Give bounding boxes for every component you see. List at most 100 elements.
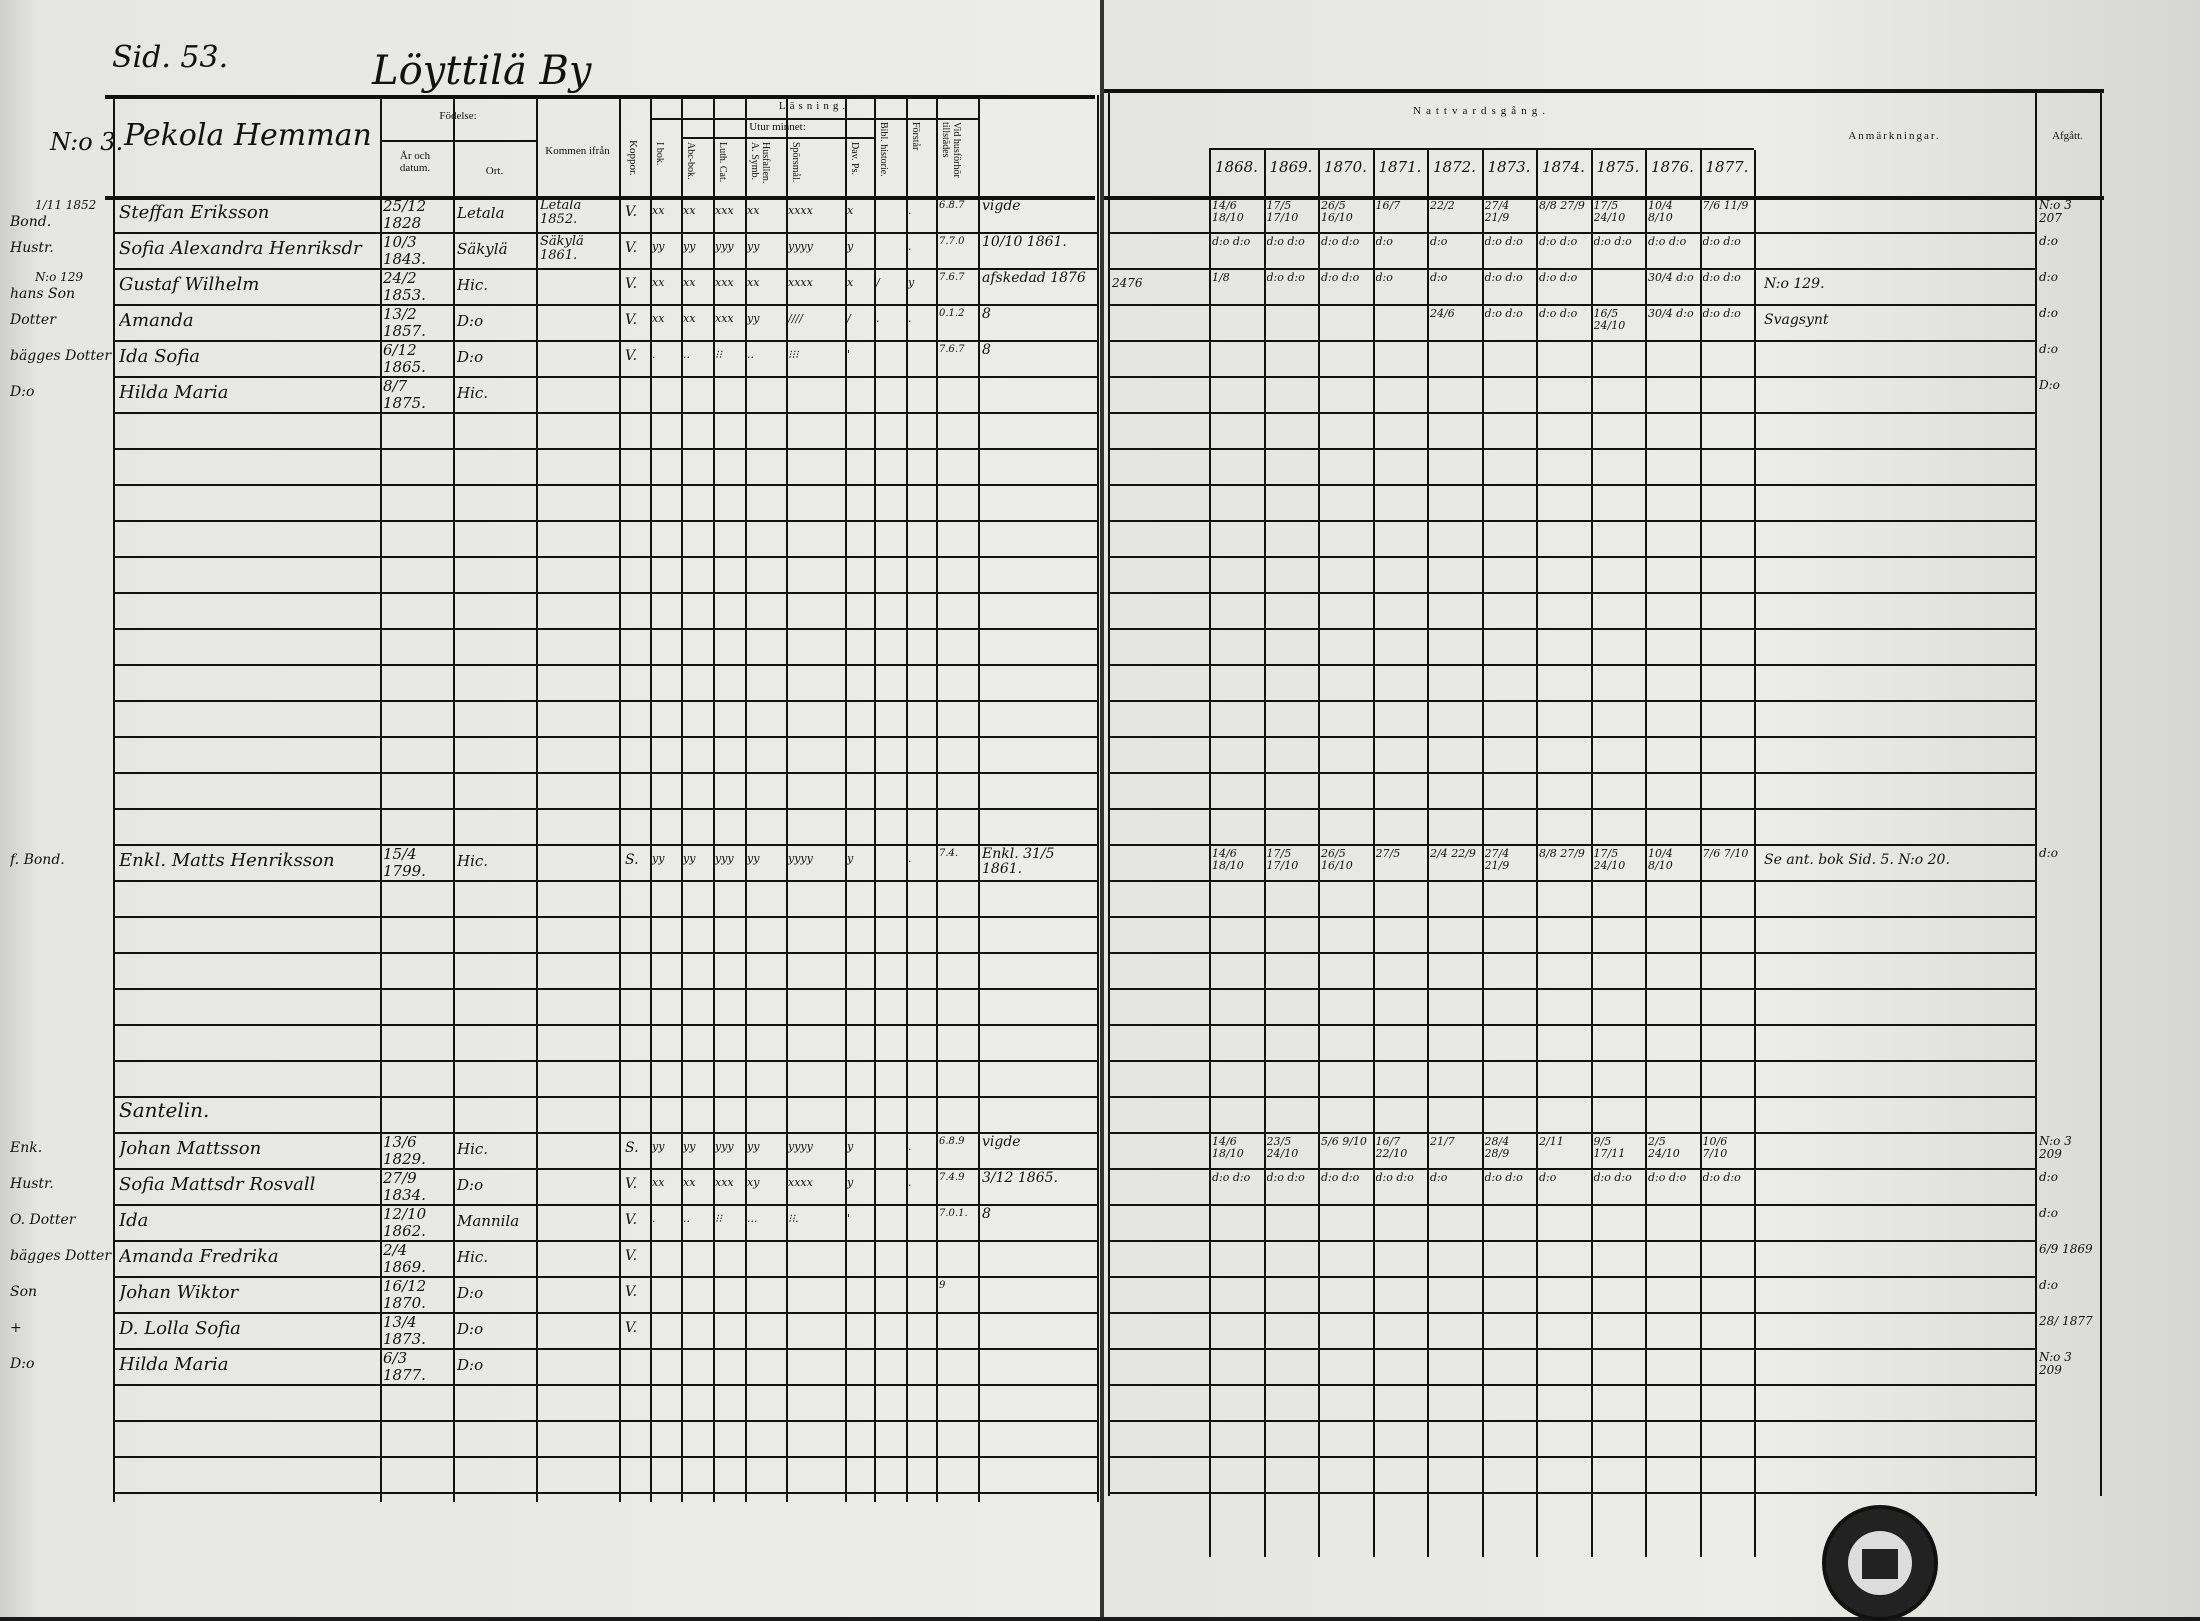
communion-date — [1321, 1316, 1372, 1346]
reading-mark — [652, 1284, 680, 1310]
communion-date: d:o d:o — [1321, 236, 1360, 248]
smallpox-mark — [625, 384, 653, 410]
moved-from — [540, 343, 617, 374]
communion-date — [1485, 1100, 1536, 1130]
communion-date — [1376, 380, 1427, 410]
communion-date: d:o d:o — [1593, 236, 1632, 248]
departure-note: d:o — [2039, 343, 2058, 356]
reading-mark: y — [847, 1176, 854, 1189]
column-rule — [453, 95, 455, 1502]
column-rule — [681, 95, 683, 1502]
row-rule — [113, 880, 1097, 882]
row-prefix-note: 1/11 1852 — [35, 198, 97, 212]
reading-mark — [683, 1356, 712, 1382]
row-rule — [113, 952, 1097, 954]
communion-date — [1376, 1100, 1427, 1130]
header-year: 1876. — [1651, 158, 1694, 176]
reading-mark — [788, 1356, 844, 1382]
communion-date: d:o d:o — [1593, 1172, 1632, 1184]
departure-note: d:o — [2039, 1279, 2058, 1292]
reading-mark: yy — [747, 312, 760, 325]
book-gutter — [1100, 0, 1104, 1617]
communion-date — [1376, 1316, 1427, 1346]
row-rule — [1108, 556, 2035, 558]
reading-mark: xx — [683, 204, 696, 217]
reading-mark: .. — [683, 348, 690, 361]
row-rule — [113, 772, 1097, 774]
row-rule — [1108, 808, 2035, 810]
communion-date — [1594, 1244, 1645, 1274]
communion-date — [1376, 1280, 1427, 1310]
marriage-note: Enkl. 31/5 1861. — [982, 847, 1055, 878]
reading-mark — [908, 1356, 935, 1382]
communion-date — [1648, 1208, 1699, 1238]
person-name: Hilda Maria — [119, 1354, 229, 1375]
communion-date — [1267, 1316, 1318, 1346]
remark — [1764, 1176, 2031, 1202]
communion-date — [1376, 308, 1427, 338]
communion-date: d:o d:o — [1484, 308, 1523, 320]
reading-mark: yy — [683, 852, 696, 865]
remark: Se ant. bok Sid. 5. N:o 20. — [1764, 852, 1950, 868]
household-number: N:o 3. — [50, 128, 124, 156]
marriage-note — [982, 1243, 1095, 1274]
column-rule — [745, 95, 747, 1502]
reading-mark: xxxx — [788, 1176, 813, 1189]
communion-date: 7/6 7/10 — [1702, 848, 1749, 860]
smallpox-mark: V. — [625, 1212, 638, 1228]
reading-mark — [788, 1104, 844, 1130]
moved-from — [540, 1243, 617, 1274]
reading-mark: xxx — [715, 1176, 734, 1189]
reading-mark — [876, 1176, 905, 1202]
communion-date: d:o d:o — [1266, 1172, 1305, 1184]
departure-note: d:o — [2039, 307, 2058, 320]
header-anmarkningar: Anmärkningar. — [1848, 130, 1941, 142]
reading-mark: . — [908, 1140, 912, 1153]
header-lasning: Läsning. — [778, 100, 850, 112]
header-husforhor: Vid husförhör tillstädes — [940, 122, 962, 178]
moved-from — [540, 1099, 617, 1130]
row-rule — [113, 268, 1097, 270]
reading-mark — [876, 1104, 905, 1130]
remark — [1764, 1248, 2031, 1274]
communion-date — [1267, 1208, 1318, 1238]
reading-mark: y — [908, 276, 915, 289]
column-rule — [380, 95, 382, 1502]
homestead-name: Pekola Hemman — [124, 118, 372, 153]
departure-note: d:o — [2039, 847, 2058, 860]
birth-date: 10/3 1843. — [383, 234, 426, 266]
reading-mark — [876, 384, 905, 410]
catechism-attendance: 7.4. — [939, 848, 959, 859]
relation-label: Dotter — [10, 312, 56, 328]
reading-mark: xxx — [715, 312, 734, 325]
communion-date — [1376, 1208, 1427, 1238]
communion-date: d:o d:o — [1648, 1172, 1687, 1184]
communion-date: d:o d:o — [1266, 272, 1305, 284]
departure-note: N:o 3 209 — [2039, 1135, 2072, 1162]
communion-date — [1430, 1352, 1481, 1382]
reading-mark: yyy — [715, 852, 734, 865]
communion-date — [1267, 344, 1318, 374]
communion-date — [1485, 1316, 1536, 1346]
reading-mark: yy — [747, 852, 760, 865]
side-note — [1112, 1176, 1207, 1202]
utur-minnet-rule — [681, 137, 874, 139]
row-rule — [1108, 988, 2035, 990]
row-rule — [1108, 664, 2035, 666]
communion-date — [1212, 344, 1263, 374]
row-rule — [1108, 1024, 2035, 1026]
person-name: Sofia Alexandra Henriksdr — [119, 238, 362, 259]
birth-place: D:o — [457, 348, 484, 366]
communion-date — [1703, 344, 1754, 374]
communion-date — [1539, 1100, 1590, 1130]
departure-note: D:o — [2039, 379, 2060, 392]
row-rule — [113, 1420, 1097, 1422]
side-note: 2476 — [1112, 276, 1143, 290]
communion-date — [1703, 1208, 1754, 1238]
person-name: Ida — [119, 1210, 149, 1231]
communion-date: 16/7 — [1375, 200, 1401, 212]
reading-mark: xx — [652, 1176, 665, 1189]
reading-mark: x — [847, 204, 854, 217]
departure-note: d:o — [2039, 235, 2058, 248]
remark — [1764, 1140, 2031, 1166]
